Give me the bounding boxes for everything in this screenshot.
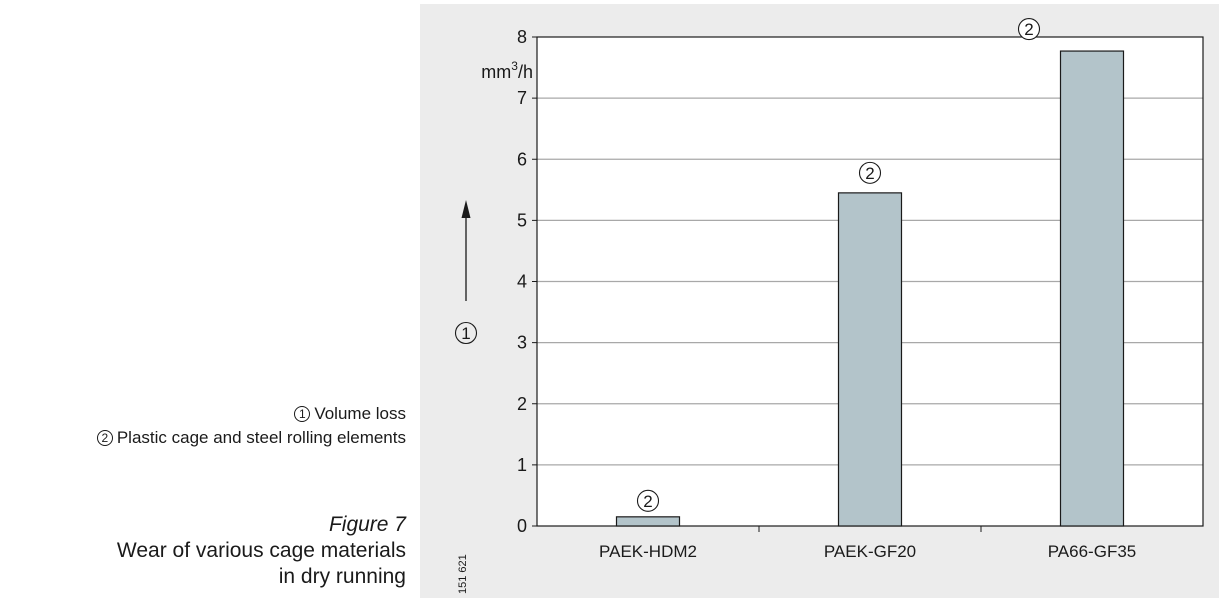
- bar-marker-circle: [858, 161, 882, 184]
- bar-marker-circle: [636, 489, 660, 512]
- figure-title-line-1: Wear of various cage materials: [116, 539, 406, 562]
- legend-marker-1: 1: [294, 406, 311, 422]
- legend-label-1: Volume loss: [314, 404, 406, 423]
- y-axis-arrow-head: [461, 200, 471, 218]
- y-tick-label: 5: [517, 210, 527, 230]
- y-tick-label: 0: [517, 516, 527, 536]
- bar-marker-circle: [1017, 18, 1041, 41]
- x-tick-label: PAEK-GF20: [824, 542, 916, 561]
- bar-marker-label: 2: [865, 164, 874, 183]
- bar: [1059, 50, 1125, 527]
- legend-label-2: Plastic cage and steel rolling elements: [116, 428, 406, 447]
- x-tick-label: PA66-GF35: [1048, 542, 1137, 561]
- y-axis-marker-circle: [454, 321, 478, 345]
- y-axis-unit: mm3/h: [481, 59, 533, 82]
- legend-marker-2: 2: [96, 430, 113, 446]
- y-tick-label: 8: [517, 27, 527, 47]
- y-tick-label: 2: [517, 394, 527, 414]
- bar-marker-label: 2: [1024, 20, 1033, 39]
- figure-title-line-2: in dry running: [278, 565, 406, 588]
- y-tick-label: 6: [517, 149, 527, 169]
- y-tick-label: 4: [517, 272, 527, 292]
- legend: 1 Volume loss 2 Plastic cage and steel r…: [96, 402, 406, 450]
- y-tick-label: 3: [517, 333, 527, 353]
- x-tick-label: PAEK-HDM2: [599, 542, 697, 561]
- bar: [615, 516, 681, 527]
- chart-panel: 0 1 2 3 4 5 6 7 8 PAEK-HDM2 PAEK-GF20 PA66-GF35 2 2 2 m…: [420, 4, 1219, 598]
- legend-item-volume-loss: 1 Volume loss: [97, 402, 406, 426]
- bar-marker-label: 2: [643, 492, 652, 511]
- y-tick-label: 7: [517, 88, 527, 108]
- y-tick-label: 1: [517, 455, 527, 475]
- bar-chart: 0 1 2 3 4 5 6 7 8 PAEK-HDM2 PAEK-GF20 PA66-GF35 2 2 2 m…: [454, 18, 1204, 594]
- drawing-number: 151 621: [457, 554, 469, 594]
- figure-number: Figure 7: [328, 513, 406, 536]
- bar: [837, 192, 903, 527]
- y-axis-marker-label: 1: [461, 324, 470, 343]
- figure-caption: Figure 7 Wear of various cage materials …: [117, 512, 406, 590]
- legend-item-plastic-cage: 2 Plastic cage and steel rolling element…: [96, 426, 406, 450]
